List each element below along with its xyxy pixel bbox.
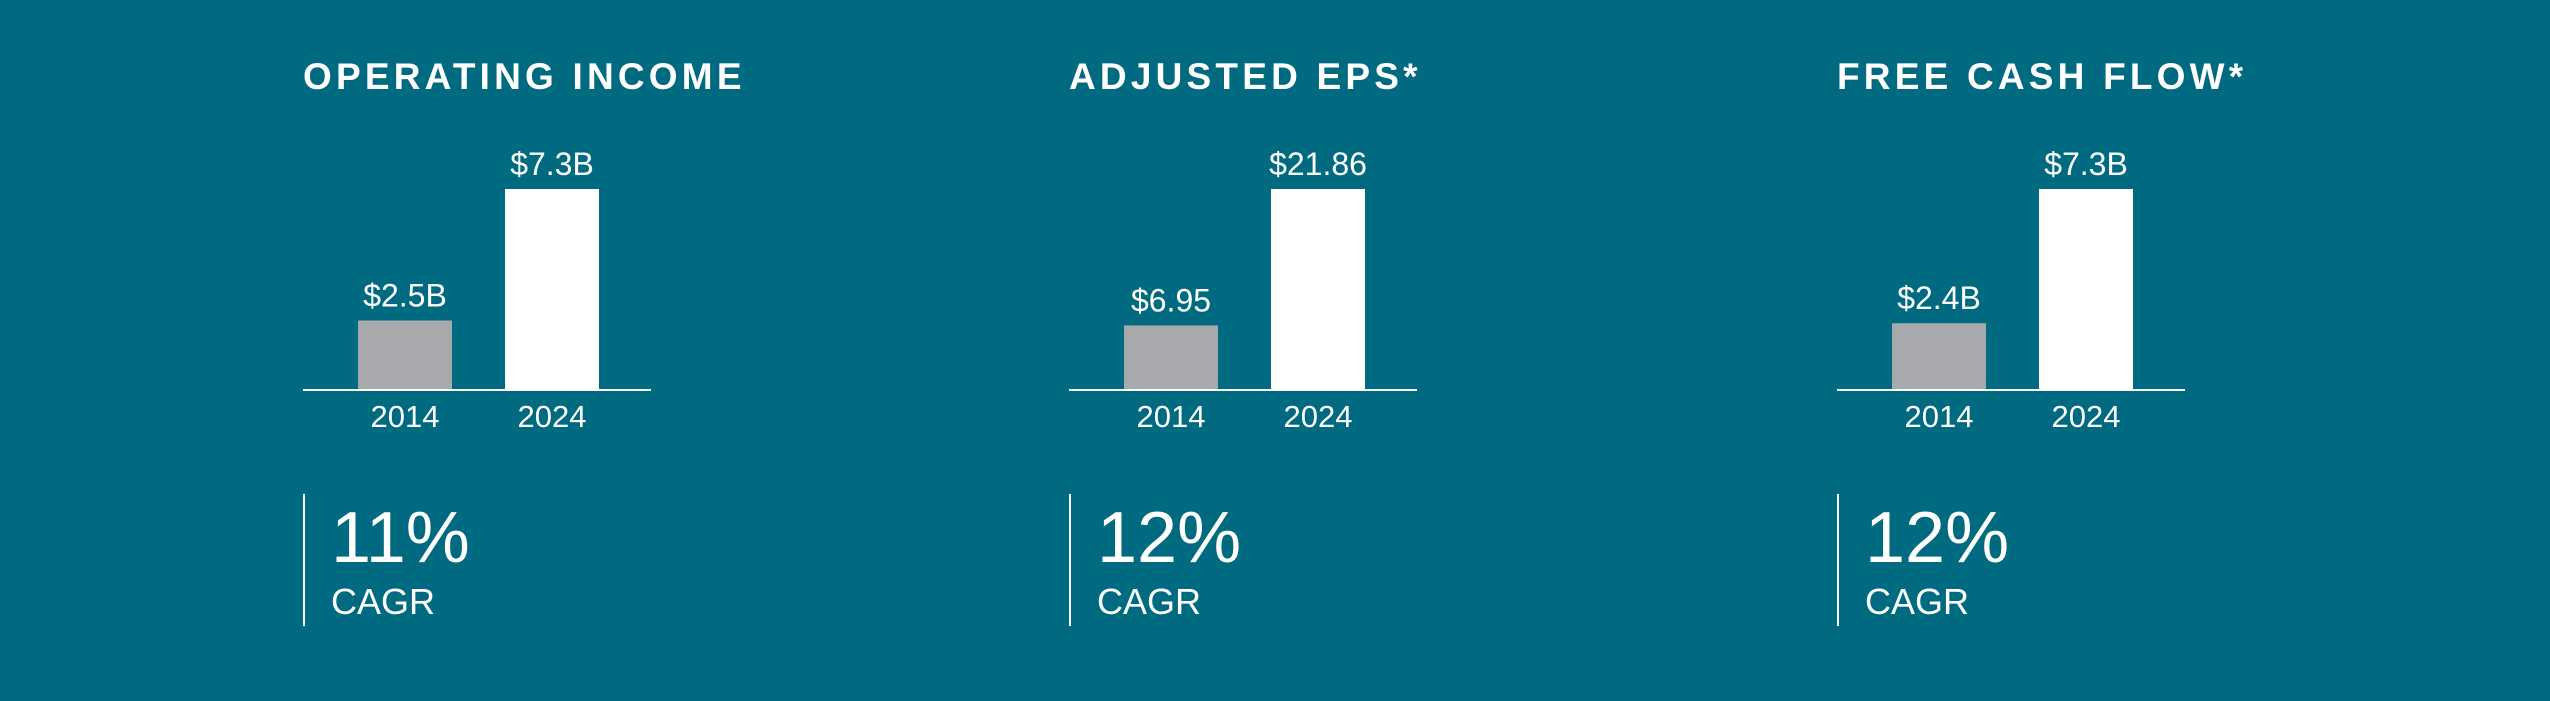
x-tick-label-2014: 2014 [1137,399,1206,434]
cagr-value: 12% [1865,498,2010,578]
panel-title: OPERATING INCOME [303,56,746,97]
bar-2024 [2039,189,2133,389]
cagr-value: 12% [1097,498,1242,578]
bar-2014 [358,320,452,389]
x-tick-label-2024: 2024 [2052,399,2121,434]
panel-title: FREE CASH FLOW* [1837,56,2248,97]
cagr-label: CAGR [1097,581,1202,622]
data-label-2024: $7.3B [2044,146,2128,182]
cagr-stat: 11% CAGR [303,494,470,626]
bar-2014 [1892,323,1986,389]
bar-2014 [1124,325,1218,389]
bar-chart-free-cash-flow: $2.4B 2014 $7.3B 2024 [1837,146,2185,434]
data-label-2024: $21.86 [1269,146,1367,182]
panel-operating-income: OPERATING INCOME $2.5B 2014 $7.3B 2024 11% … [303,0,863,701]
data-label-2014: $2.5B [363,278,447,314]
cagr-label: CAGR [331,581,436,622]
data-label-2024: $7.3B [510,146,594,182]
data-label-2014: $2.4B [1897,280,1981,316]
cagr-stat: 12% CAGR [1837,494,2009,626]
bar-chart-adjusted-eps: $6.95 2014 $21.86 2024 [1069,146,1417,434]
x-tick-label-2024: 2024 [1284,399,1353,434]
panel-title: ADJUSTED EPS* [1069,56,1422,97]
data-label-2014: $6.95 [1131,282,1211,318]
panel-adjusted-eps: ADJUSTED EPS* $6.95 2014 $21.86 2024 12% CA… [1069,0,1629,701]
x-tick-label-2024: 2024 [518,399,587,434]
panel-free-cash-flow: FREE CASH FLOW* $2.4B 2014 $7.3B 2024 12% C… [1837,0,2397,701]
cagr-label: CAGR [1865,581,1970,622]
bar-2024 [1271,189,1365,389]
x-tick-label-2014: 2014 [371,399,440,434]
bar-2024 [505,189,599,389]
cagr-stat: 12% CAGR [1069,494,1241,626]
x-tick-label-2014: 2014 [1905,399,1974,434]
cagr-value: 11% [331,498,470,578]
bar-chart-operating-income: $2.5B 2014 $7.3B 2024 [303,146,651,434]
